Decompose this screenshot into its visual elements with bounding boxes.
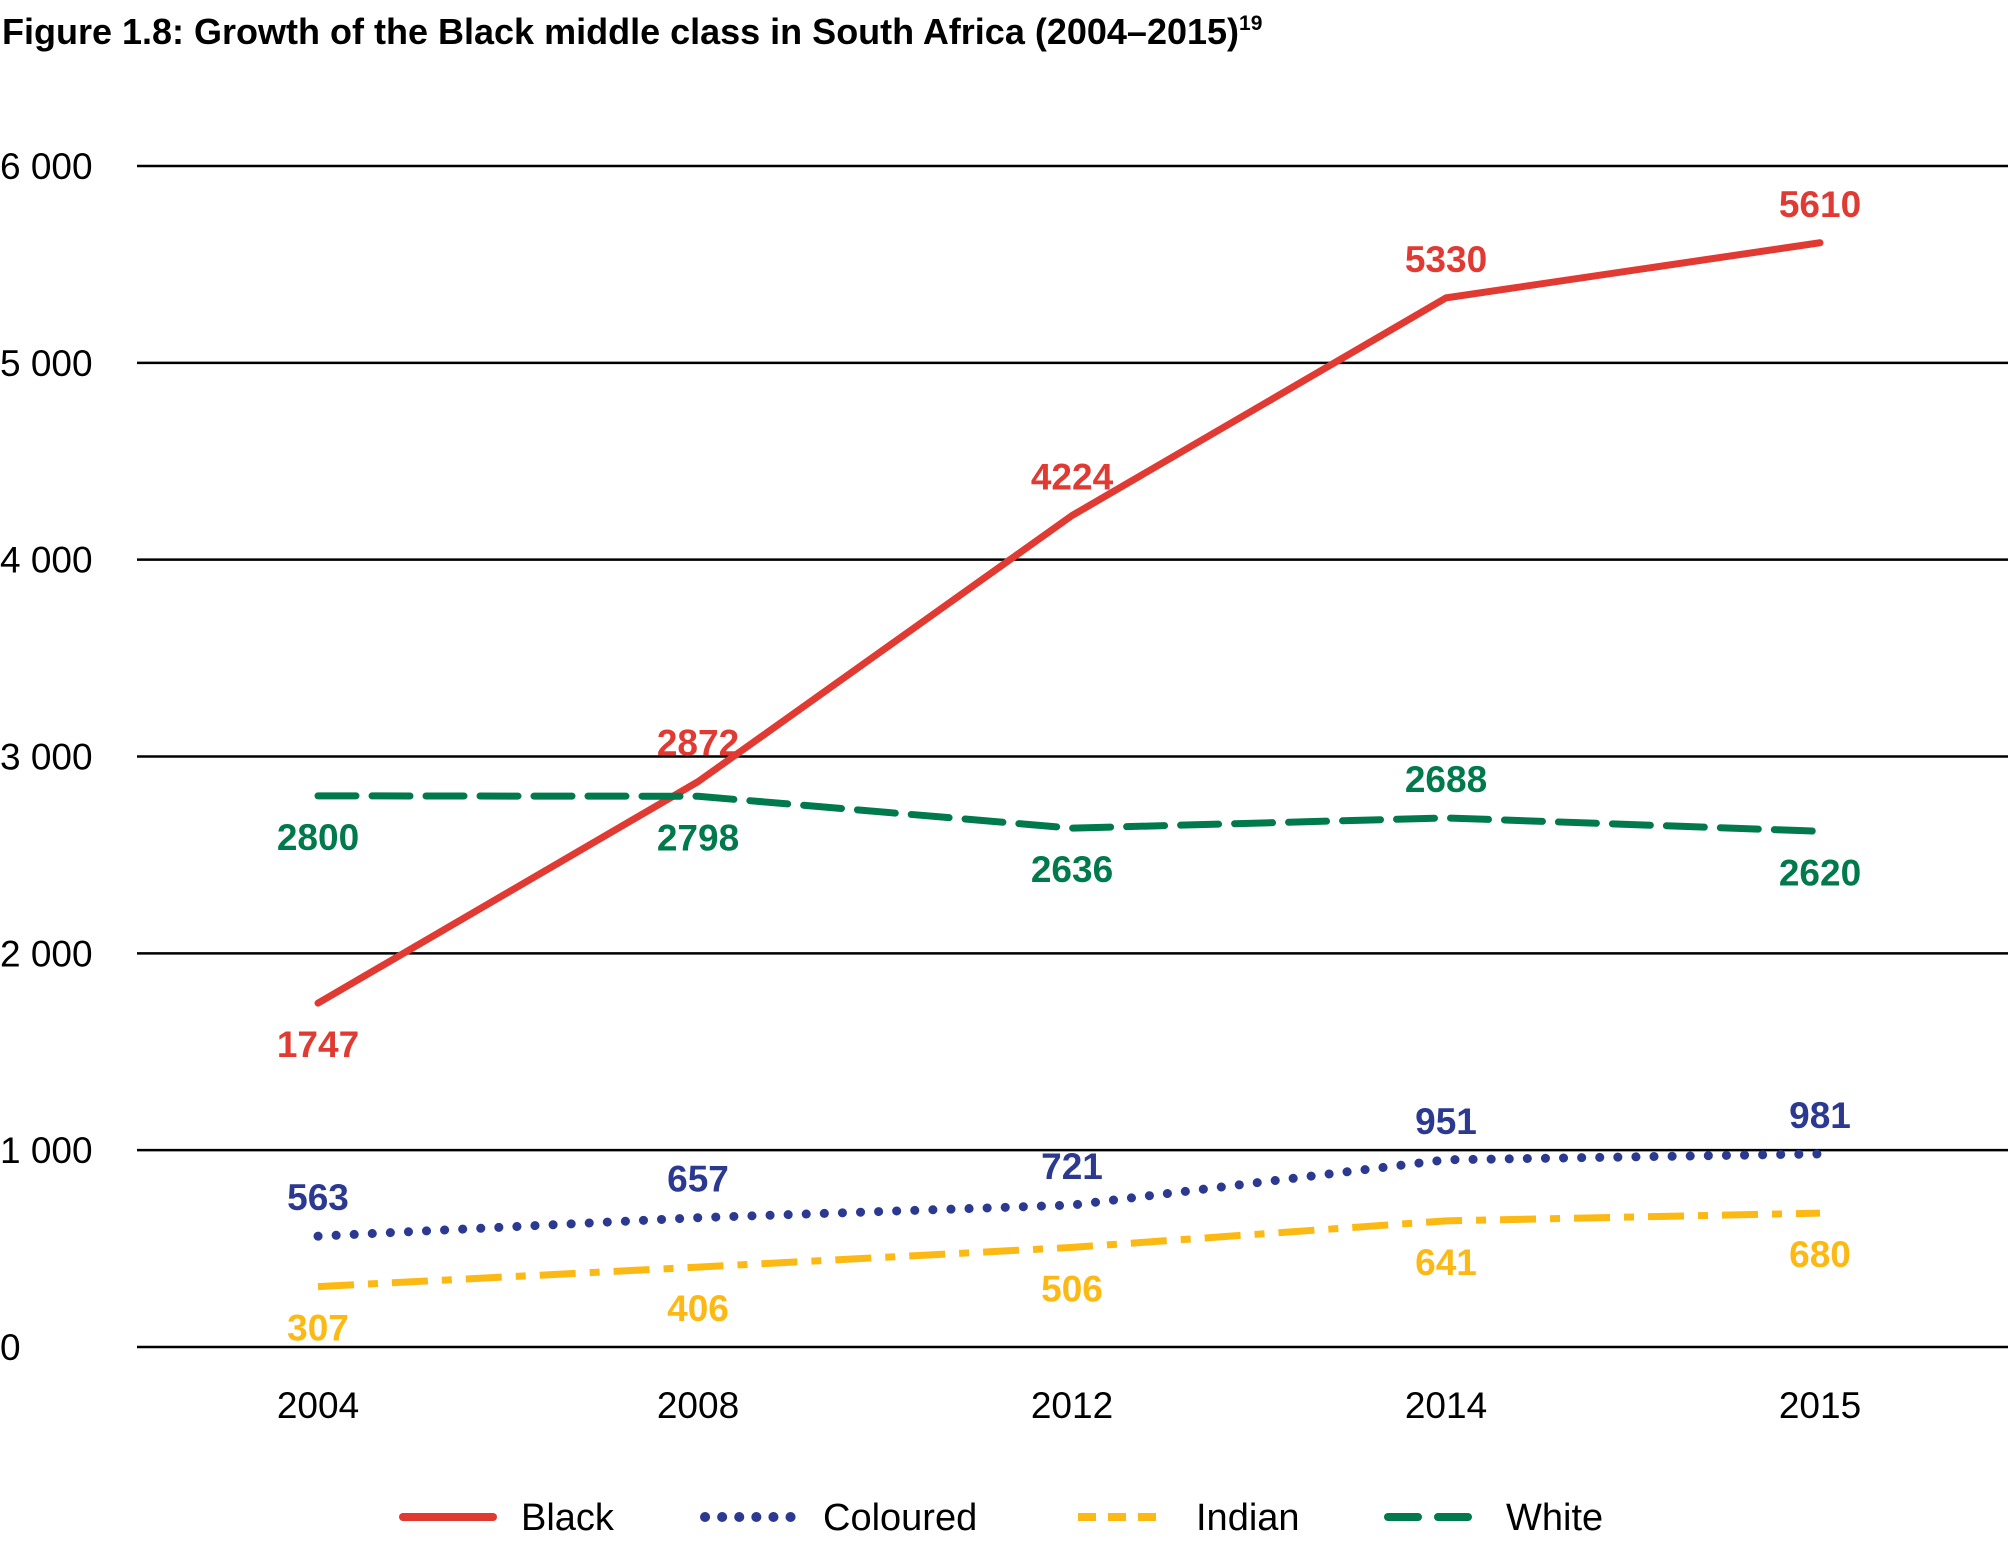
data-label-black: 5330 [1405,239,1487,280]
data-label-black: 4224 [1031,457,1114,498]
x-tick-label: 2015 [1779,1385,1861,1426]
legend: Black Coloured Indian White [399,1497,1603,1539]
legend-label-white: White [1506,1497,1603,1539]
y-tick-label: 4 000 [0,540,93,581]
data-label-indian: 307 [287,1308,349,1349]
series-lines [313,239,1825,1291]
x-axis: 2004 2008 2012 2014 2015 [277,1385,1861,1426]
gridlines [137,164,2008,1349]
y-tick-label: 5 000 [0,343,93,384]
data-label-white: 2800 [277,817,359,858]
series-line-black [314,239,1824,1007]
x-tick-label: 2014 [1405,1385,1487,1426]
x-tick-label: 2004 [277,1385,359,1426]
data-label-black: 5610 [1779,184,1861,225]
data-label-indian: 680 [1789,1234,1851,1275]
data-label-white: 2798 [657,817,739,858]
data-label-coloured: 981 [1789,1095,1851,1136]
data-label-black: 1747 [277,1024,359,1065]
legend-label-coloured: Coloured [823,1497,977,1539]
data-label-coloured: 951 [1415,1101,1477,1142]
series-line-white [314,792,1824,835]
legend-label-indian: Indian [1196,1497,1300,1539]
x-tick-label: 2012 [1031,1385,1113,1426]
data-label-coloured: 563 [287,1177,349,1218]
data-label-coloured: 657 [667,1159,729,1200]
data-label-indian: 506 [1041,1268,1103,1309]
y-tick-label: 3 000 [0,737,93,778]
title-footnote: 19 [1239,12,1262,35]
x-tick-label: 2008 [657,1385,739,1426]
series-line-indian [317,1209,1821,1291]
legend-label-black: Black [521,1497,615,1539]
data-labels: 1747 2872 4224 5330 5610 563 657 721 951 981 307 40… [277,184,1861,1349]
chart-title-text: Figure 1.8: Growth of the Black middle c… [2,11,1239,52]
data-label-coloured: 721 [1041,1146,1103,1187]
data-label-black: 2872 [657,723,739,764]
y-tick-label: 2 000 [0,933,93,974]
data-label-indian: 641 [1415,1242,1477,1283]
y-tick-label: 1 000 [0,1130,93,1171]
data-label-indian: 406 [667,1288,729,1329]
data-label-white: 2688 [1405,759,1487,800]
data-label-white: 2620 [1779,852,1861,893]
series-line-coloured [313,1149,1825,1241]
y-axis: 0 1 000 2 000 3 000 4 000 5 000 6 000 [0,146,93,1368]
data-label-white: 2636 [1031,849,1113,890]
y-tick-label: 6 000 [0,146,93,187]
y-tick-label: 0 [0,1327,21,1368]
chart-title: Figure 1.8: Growth of the Black middle c… [2,11,1262,52]
